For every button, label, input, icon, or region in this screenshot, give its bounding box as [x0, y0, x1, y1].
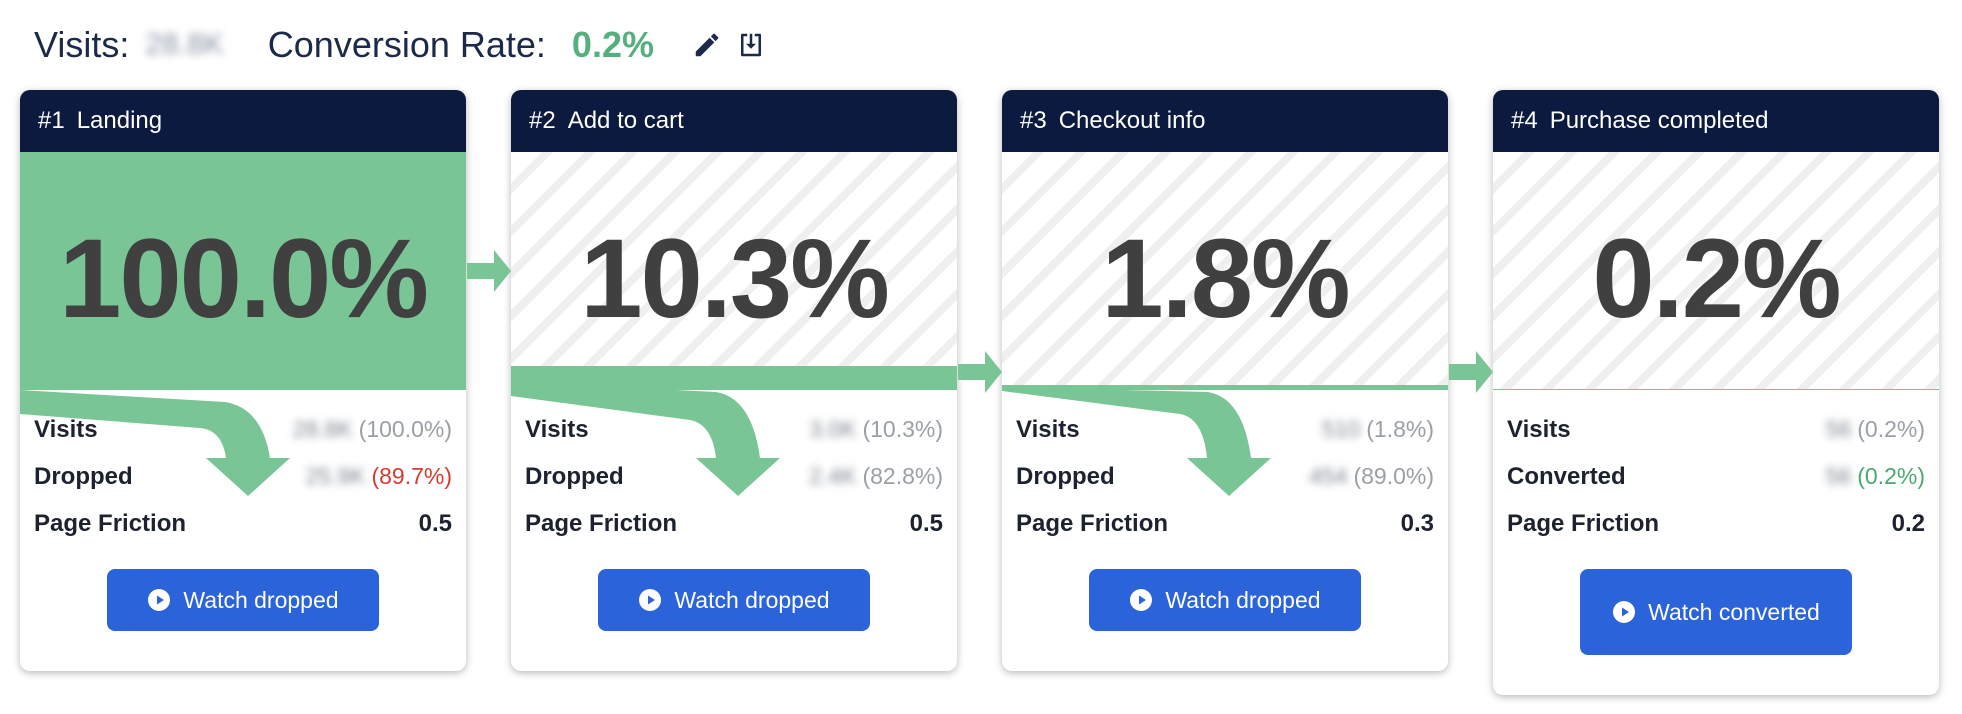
- step-percentage: 10.3%: [580, 216, 890, 341]
- visits-percent: (1.8%): [1366, 416, 1434, 442]
- visits-count: 28.8K: [292, 416, 353, 442]
- conversion-fill: [511, 365, 957, 390]
- funnel-step-card: #3 Checkout info 1.8% Visits 510 (1.8%) D…: [1002, 90, 1448, 671]
- dropped-label: Dropped: [1016, 462, 1115, 490]
- friction-row: Page Friction 0.5: [34, 500, 452, 547]
- converted-row: Converted 56 (0.2%): [1507, 453, 1925, 500]
- visits-label: Visits: [525, 415, 589, 443]
- visits-percent: (100.0%): [358, 416, 452, 442]
- button-label: Watch converted: [1648, 599, 1820, 625]
- friction-value: 0.5: [909, 509, 943, 537]
- visits-percent: (10.3%): [862, 416, 943, 442]
- dropped-count: 2.4K: [809, 463, 857, 489]
- step-percentage: 100.0%: [59, 216, 429, 341]
- funnel-step-card: #1 Landing 100.0% Visits 28.8K (100.0%) D…: [20, 90, 466, 671]
- funnel-step-card: #2 Add to cart 10.3% Visits 3.0K (10.3%) …: [511, 90, 957, 671]
- step-visual: 1.8%: [1002, 152, 1448, 390]
- pencil-icon[interactable]: [692, 30, 722, 60]
- play-icon: [1130, 589, 1153, 611]
- visits-label: Visits: [1016, 415, 1080, 443]
- step-visual: 100.0%: [20, 152, 466, 390]
- connector-arrow: [1449, 351, 1493, 393]
- friction-label: Page Friction: [525, 509, 678, 537]
- converted-label: Converted: [1507, 462, 1626, 490]
- conversion-fill: [1002, 385, 1448, 390]
- step-name: Add to cart: [567, 107, 684, 134]
- visits-count: 56: [1825, 416, 1852, 442]
- step-percentage: 1.8%: [1101, 216, 1350, 341]
- step-header: #1 Landing: [20, 90, 466, 152]
- step-number: #1: [38, 107, 65, 134]
- visits-row: Visits 56 (0.2%): [1507, 406, 1925, 453]
- dropped-row: Dropped 454 (89.0%): [1016, 453, 1434, 500]
- funnel-step-card: #4 Purchase completed 0.2% Visits 56 (0.2…: [1493, 90, 1939, 695]
- friction-value: 0.2: [1891, 509, 1925, 537]
- step-number: #4: [1511, 107, 1538, 134]
- dropped-percent: (82.8%): [862, 463, 943, 489]
- converted-count: 56: [1825, 463, 1852, 489]
- button-label: Watch dropped: [183, 586, 339, 613]
- watch-dropped-button[interactable]: Watch dropped: [107, 569, 379, 631]
- download-icon[interactable]: [736, 30, 766, 60]
- friction-value: 0.5: [418, 509, 452, 537]
- step-name: Landing: [76, 107, 163, 134]
- visits-count: 3.0K: [809, 416, 857, 442]
- play-icon: [1613, 601, 1636, 623]
- summary-bar: Visits: 28.8K Conversion Rate: 0.2%: [34, 20, 780, 70]
- visits-row: Visits 510 (1.8%): [1016, 406, 1434, 453]
- friction-label: Page Friction: [1016, 509, 1169, 537]
- step-number: #2: [529, 107, 556, 134]
- step-percentage: 0.2%: [1592, 216, 1841, 341]
- conversion-rate-value: 0.2%: [571, 24, 654, 65]
- watch-converted-button[interactable]: Watch converted: [1580, 569, 1852, 655]
- visits-row: Visits 28.8K (100.0%): [34, 406, 452, 453]
- dropped-label: Dropped: [34, 462, 133, 490]
- dropped-percent: (89.7%): [371, 463, 452, 489]
- play-icon: [639, 589, 662, 611]
- dropped-count: 454: [1309, 463, 1348, 489]
- step-stats: Visits 510 (1.8%) Dropped 454 (89.0%) Page…: [1002, 390, 1448, 547]
- button-label: Watch dropped: [674, 586, 830, 613]
- step-stats: Visits 28.8K (100.0%) Dropped 25.9K (89.7%…: [20, 390, 466, 547]
- button-label: Watch dropped: [1165, 586, 1321, 613]
- step-visual: 10.3%: [511, 152, 957, 390]
- dropped-count: 25.9K: [305, 463, 366, 489]
- step-header: #4 Purchase completed: [1493, 90, 1939, 152]
- converted-percent: (0.2%): [1857, 463, 1925, 489]
- friction-row: Page Friction 0.5: [525, 500, 943, 547]
- visits-percent: (0.2%): [1857, 416, 1925, 442]
- visits-label: Visits:: [34, 24, 130, 65]
- friction-label: Page Friction: [34, 509, 187, 537]
- friction-label: Page Friction: [1507, 509, 1660, 537]
- step-header: #3 Checkout info: [1002, 90, 1448, 152]
- dropped-row: Dropped 2.4K (82.8%): [525, 453, 943, 500]
- connector-arrow: [958, 351, 1002, 393]
- conversion-fill: [1493, 389, 1939, 390]
- dropped-label: Dropped: [525, 462, 624, 490]
- step-number: #3: [1020, 107, 1047, 134]
- step-stats: Visits 3.0K (10.3%) Dropped 2.4K (82.8%) P…: [511, 390, 957, 547]
- step-name: Checkout info: [1058, 107, 1206, 134]
- visits-count: 510: [1321, 416, 1361, 442]
- friction-row: Page Friction 0.3: [1016, 500, 1434, 547]
- visits-label: Visits: [1507, 415, 1571, 443]
- step-stats: Visits 56 (0.2%) Converted 56 (0.2%) Page …: [1493, 390, 1939, 547]
- dropped-row: Dropped 25.9K (89.7%): [34, 453, 452, 500]
- visits-value: 28.8K: [145, 28, 224, 61]
- visits-row: Visits 3.0K (10.3%): [525, 406, 943, 453]
- visits-label: Visits: [34, 415, 98, 443]
- conversion-rate-label: Conversion Rate:: [267, 24, 546, 65]
- conversion-fill: [20, 152, 466, 390]
- dropped-percent: (89.0%): [1353, 463, 1434, 489]
- connector-arrow: [467, 250, 511, 292]
- watch-dropped-button[interactable]: Watch dropped: [598, 569, 870, 631]
- step-header: #2 Add to cart: [511, 90, 957, 152]
- watch-dropped-button[interactable]: Watch dropped: [1089, 569, 1361, 631]
- step-visual: 0.2%: [1493, 152, 1939, 390]
- friction-value: 0.3: [1400, 509, 1434, 537]
- step-name: Purchase completed: [1549, 107, 1769, 134]
- friction-row: Page Friction 0.2: [1507, 500, 1925, 547]
- play-icon: [148, 589, 171, 611]
